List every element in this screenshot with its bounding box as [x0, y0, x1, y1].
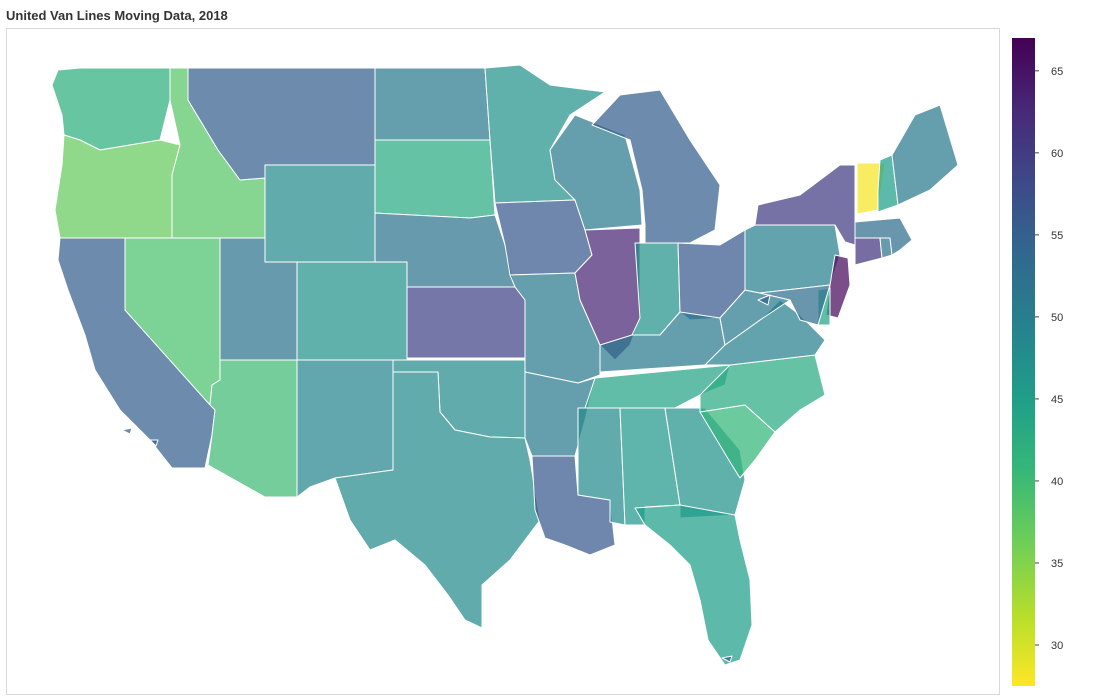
colorbar-gradient	[1012, 38, 1035, 686]
state-iowa[interactable]	[494, 199, 593, 276]
colorbar-tick-label: 50	[1051, 312, 1063, 324]
colorbar-tick-label: 30	[1051, 640, 1063, 652]
state-colorado[interactable]	[296, 261, 408, 361]
state-new-hampshire[interactable]	[877, 154, 899, 213]
state-arizona[interactable]	[207, 359, 298, 498]
state-florida[interactable]	[634, 504, 753, 666]
colorbar-tick-label: 55	[1051, 230, 1063, 242]
state-massachusetts[interactable]	[854, 217, 913, 256]
states-layer	[51, 64, 959, 666]
state-michigan[interactable]	[591, 89, 721, 244]
colorbar-tick-label: 60	[1051, 148, 1063, 160]
state-south-dakota[interactable]	[374, 139, 496, 219]
state-wisconsin[interactable]	[549, 114, 643, 231]
state-kansas[interactable]	[406, 286, 526, 359]
state-maine[interactable]	[891, 104, 959, 206]
colorbar: 30 35 40 45 50 55 60 65	[1012, 38, 1063, 686]
state-texas[interactable]	[334, 371, 541, 629]
island-3	[757, 294, 771, 306]
state-wyoming[interactable]	[264, 164, 376, 263]
colorbar-tick-label: 45	[1051, 394, 1063, 406]
state-maryland[interactable]	[759, 284, 831, 326]
state-louisiana[interactable]	[531, 455, 616, 556]
island-2	[721, 655, 733, 663]
colorbar-tick-label: 35	[1051, 558, 1063, 570]
state-connecticut[interactable]	[854, 237, 883, 266]
state-oregon[interactable]	[54, 134, 181, 239]
chart-title: United Van Lines Moving Data, 2018	[6, 8, 228, 23]
state-pennsylvania[interactable]	[744, 224, 841, 294]
island-0	[121, 427, 133, 435]
island-1	[149, 439, 159, 447]
colorbar-tick-label: 65	[1051, 66, 1063, 78]
state-north-dakota[interactable]	[374, 67, 491, 141]
colorbar-tick-label: 40	[1051, 476, 1063, 488]
